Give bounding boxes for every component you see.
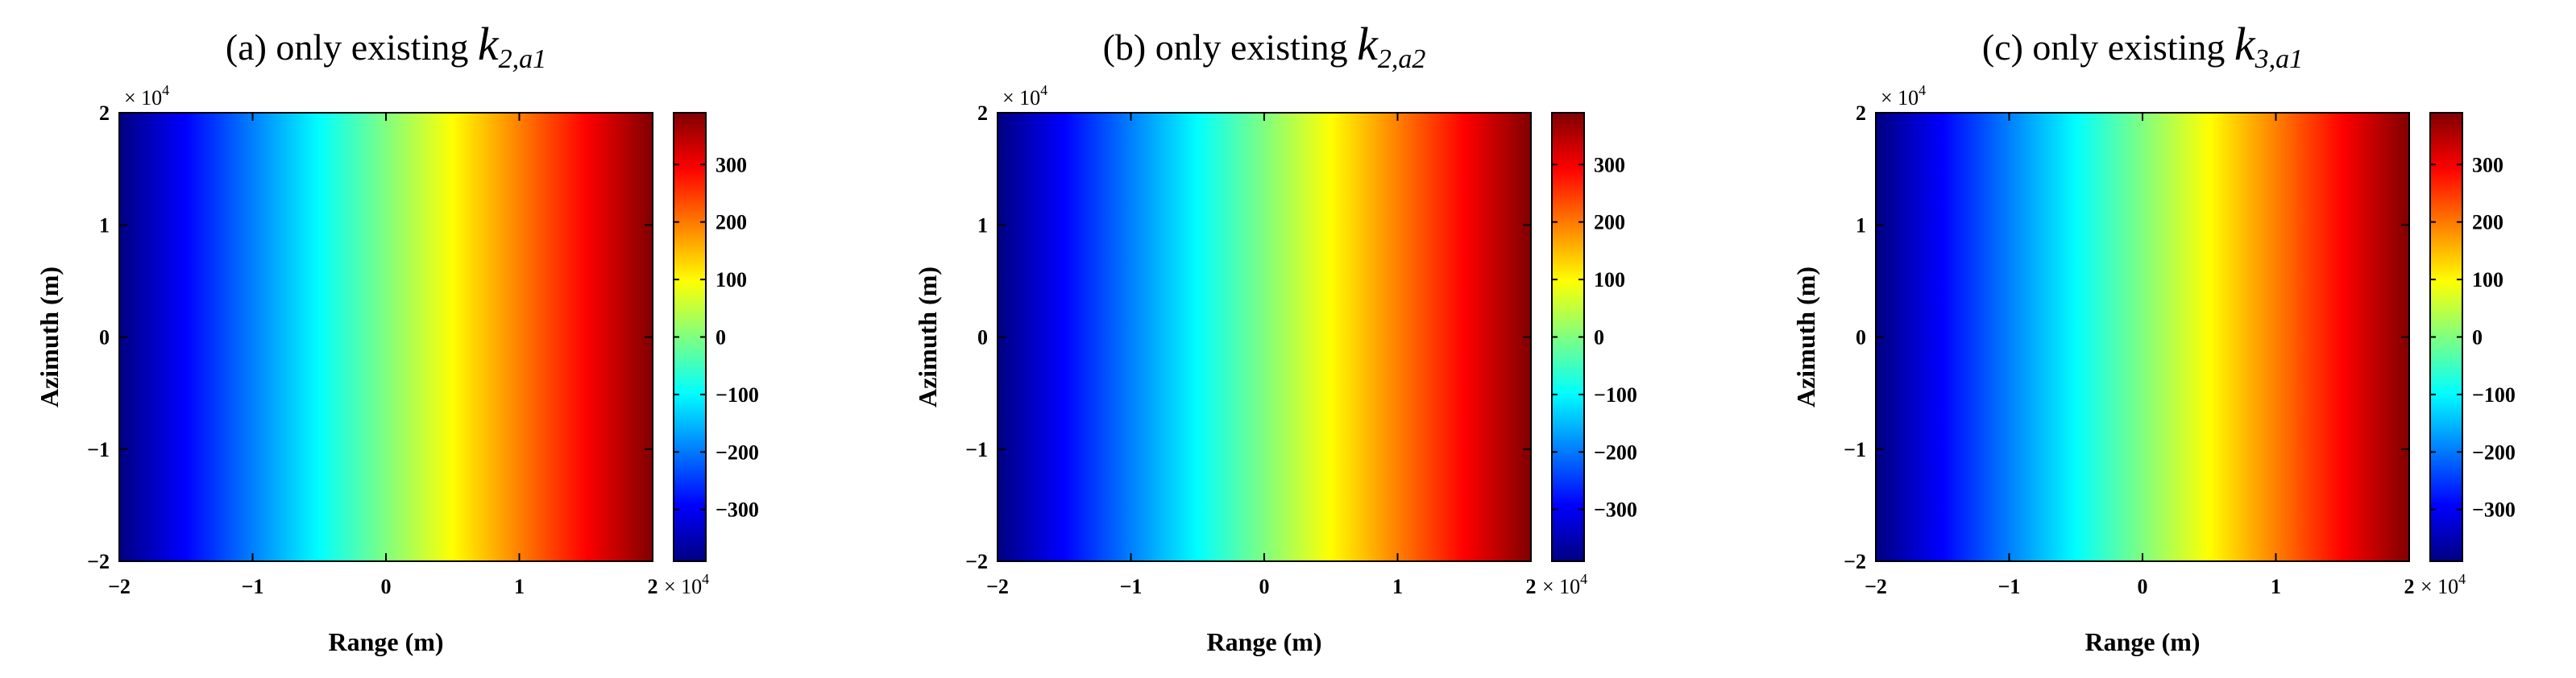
x-axis-multiplier: × 104 (664, 571, 709, 598)
y-tick-label: −1 (87, 438, 110, 461)
chart-panel-c: −2 −1 0 1 2 −2 −1 0 1 2 × 104 × 104 Range (m) Azimuth… (1757, 0, 2576, 678)
y-axis-multiplier: × 104 (1881, 82, 1926, 110)
x-tick-label: 0 (2138, 575, 2148, 598)
y-tick-label: −1 (1844, 438, 1866, 461)
colorbar-tick-label: 0 (716, 326, 726, 349)
chart-panel-a: −2 −1 0 1 2 −2 −1 0 1 2 × 104 × 104 Range (m) Azimuth… (0, 0, 878, 678)
x-tick-label: 0 (1259, 575, 1270, 598)
colorbar-tick-label: −100 (1594, 383, 1637, 407)
x-axis-multiplier: × 104 (1542, 571, 1587, 598)
heatmap-chart: −2 −1 0 1 2 −2 −1 0 1 2 × 104 × 104 Range (m) Azimuth… (35, 18, 759, 656)
colorbar-tick-label: 300 (1594, 153, 1625, 176)
colorbar-tick-label: 200 (716, 211, 747, 234)
colorbar-tick-label: 100 (2472, 268, 2503, 291)
colorbar-tick-label: 300 (716, 153, 747, 176)
chart-title: (b) only existing k2,a2 (1103, 18, 1426, 74)
colorbar-tick-label: 200 (1594, 211, 1625, 234)
y-tick-label: 0 (99, 326, 110, 349)
x-axis-label: Range (m) (328, 627, 443, 656)
colorbar-tick-label: −100 (2472, 383, 2516, 407)
heatmap-field (998, 113, 1531, 561)
x-tick-label: 1 (1392, 575, 1403, 598)
x-tick-label: 2 (648, 575, 658, 598)
colorbar-tick-label: −200 (1594, 440, 1637, 464)
colorbar-tick-label: −200 (2472, 440, 2516, 464)
x-tick-label: 1 (514, 575, 525, 598)
x-tick-label: 2 (1526, 575, 1537, 598)
colorbar-tick-label: −300 (2472, 498, 2516, 522)
y-tick-label: 1 (977, 213, 988, 237)
x-tick-label: −1 (1120, 575, 1143, 598)
y-axis-label: Azimuth (m) (35, 267, 64, 407)
y-tick-label: −2 (965, 550, 988, 573)
y-axis-label: Azimuth (m) (1791, 267, 1820, 407)
x-tick-label: −1 (1998, 575, 2021, 598)
heatmap-field (119, 113, 653, 561)
y-tick-label: −2 (1844, 550, 1866, 573)
y-axis-multiplier: × 104 (124, 82, 169, 110)
colorbar-tick-label: 0 (2472, 326, 2483, 349)
y-tick-label: 1 (1856, 213, 1866, 237)
x-tick-label: −2 (1865, 575, 1887, 598)
x-tick-label: 2 (2404, 575, 2415, 598)
x-axis-label: Range (m) (1206, 627, 1321, 656)
x-tick-label: 1 (2271, 575, 2281, 598)
y-tick-label: 2 (977, 101, 988, 125)
colorbar-tick-label: 100 (716, 268, 747, 291)
x-axis-multiplier: × 104 (2420, 571, 2466, 598)
colorbar-tick-label: 200 (2472, 211, 2503, 234)
y-tick-label: 0 (1856, 326, 1866, 349)
colorbar-tick-label: 100 (1594, 268, 1625, 291)
y-tick-label: 0 (977, 326, 988, 349)
chart-title: (c) only existing k3,a1 (1982, 18, 2303, 74)
x-tick-label: 0 (381, 575, 392, 598)
y-tick-label: −2 (87, 550, 110, 573)
x-tick-label: −2 (986, 575, 1009, 598)
heatmap-field (1876, 113, 2409, 561)
x-tick-label: −1 (242, 575, 264, 598)
chart-panel-b: −2 −1 0 1 2 −2 −1 0 1 2 × 104 × 104 Range (m) Azimuth… (878, 0, 1757, 678)
colorbar-tick-label: 300 (2472, 153, 2503, 176)
y-axis-label: Azimuth (m) (913, 267, 942, 407)
colorbar-tick-label: −100 (716, 383, 759, 407)
x-tick-label: −2 (108, 575, 131, 598)
chart-title: (a) only existing k2,a1 (226, 18, 546, 74)
y-tick-label: 2 (99, 101, 110, 125)
colorbar-tick-label: −300 (1594, 498, 1637, 522)
colorbar-tick-label: −200 (716, 440, 759, 464)
colorbar-tick-label: 0 (1594, 326, 1604, 349)
y-tick-label: 1 (99, 213, 110, 237)
x-axis-label: Range (m) (2084, 627, 2200, 656)
y-tick-label: 2 (1856, 101, 1866, 125)
colorbar-tick-label: −300 (716, 498, 759, 522)
y-tick-label: −1 (965, 438, 988, 461)
y-axis-multiplier: × 104 (1002, 82, 1047, 110)
